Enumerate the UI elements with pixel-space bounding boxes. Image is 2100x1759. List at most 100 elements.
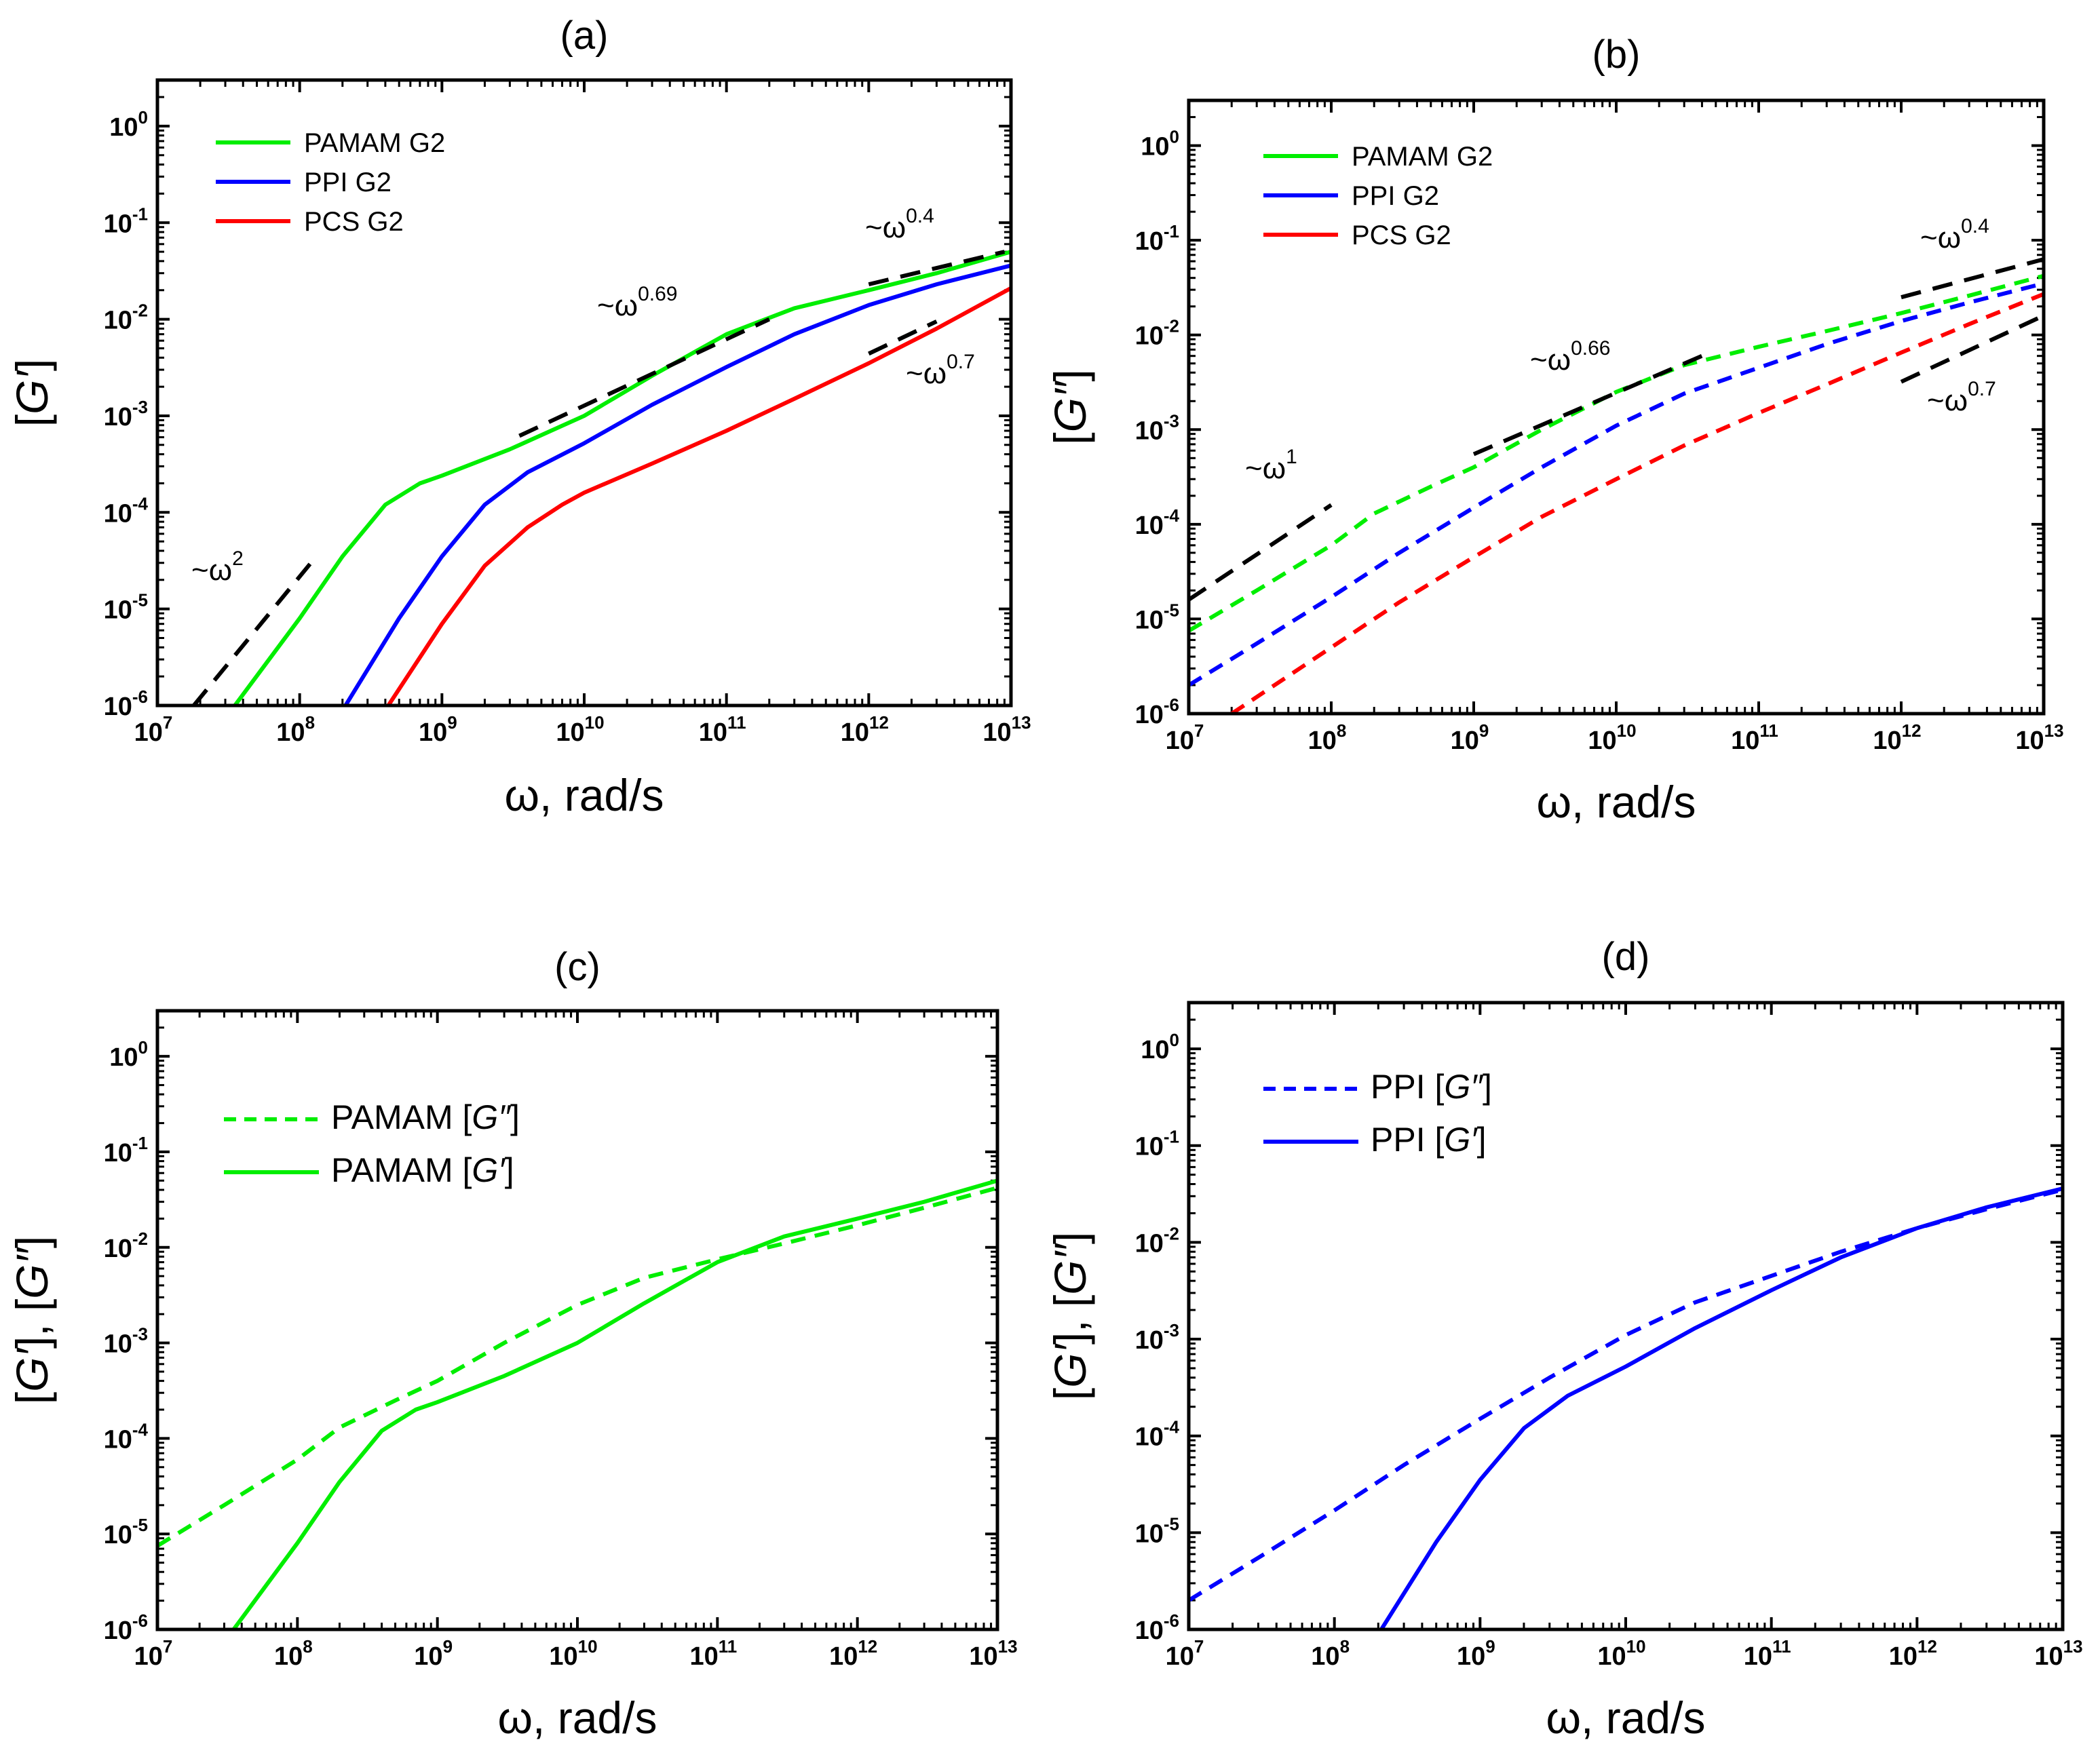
slope-guide-line bbox=[1472, 353, 1703, 457]
x-tick-label: 1010 bbox=[549, 1636, 597, 1671]
series-line-pcs-g2 bbox=[1230, 292, 2044, 714]
x-tick-label: 1013 bbox=[969, 1636, 1017, 1671]
series-group bbox=[1189, 1186, 2063, 1629]
x-tick-label: 107 bbox=[134, 712, 173, 747]
series-line-pamam-g- bbox=[231, 1178, 997, 1629]
y-tick-label: 10-4 bbox=[104, 1419, 149, 1454]
plot-frame bbox=[1187, 98, 2046, 716]
x-axis-label: ω, rad/s bbox=[498, 1693, 657, 1743]
y-tick-label: 10-6 bbox=[104, 687, 148, 721]
axis-ticks bbox=[1187, 1001, 2064, 1631]
y-tick-label: 10-2 bbox=[104, 1229, 148, 1263]
y-tick-label: 10-4 bbox=[104, 493, 149, 528]
x-tick-label: 107 bbox=[1166, 720, 1204, 755]
y-tick-label: 10-3 bbox=[104, 397, 148, 431]
x-tick-label: 1010 bbox=[1597, 1636, 1645, 1671]
x-tick-label: 108 bbox=[274, 1636, 313, 1671]
legend-label: PAMAM [G″] bbox=[331, 1098, 520, 1136]
x-tick-label: 1013 bbox=[2015, 720, 2063, 755]
x-tick-label: 1012 bbox=[1873, 720, 1921, 755]
series-line-ppi-g- bbox=[1379, 1186, 2063, 1629]
x-tick-label: 108 bbox=[1308, 720, 1347, 755]
slope-guide-label: ~ω1 bbox=[1245, 446, 1297, 485]
x-tick-label: 1011 bbox=[1731, 720, 1778, 755]
legend-label: PPI G2 bbox=[1352, 181, 1439, 211]
slope-guide-label: ~ω0.4 bbox=[1920, 215, 1989, 254]
slope-guide-line bbox=[1189, 503, 1333, 602]
x-tick-label: 109 bbox=[1451, 720, 1489, 755]
y-axis-label: [G′] bbox=[7, 359, 57, 427]
x-tick-label: 1010 bbox=[556, 712, 604, 747]
panel-a: 107 108 109 1010 1011 1012 1013 10-6 10-5 10-4 10-… bbox=[7, 14, 1031, 820]
y-tick-label: 10-5 bbox=[1135, 1513, 1179, 1548]
y-tick-label: 100 bbox=[109, 1037, 148, 1072]
y-tick-label: 10-1 bbox=[104, 1133, 148, 1167]
plot-frame bbox=[155, 1009, 999, 1631]
x-tick-label: 109 bbox=[1457, 1636, 1495, 1671]
panel-d: 107 108 109 1010 1011 1012 1013 10-6 10-5 10-4 10-… bbox=[1045, 935, 2083, 1743]
plot-frame bbox=[155, 78, 1013, 708]
y-axis-label: [G″] bbox=[1045, 369, 1095, 444]
panel-b: 107 108 109 1010 1011 1012 1013 10-6 10-5 10-4 10-… bbox=[1045, 33, 2064, 827]
slope-guide-line bbox=[1901, 257, 2044, 300]
slope-guide-label: ~ω0.7 bbox=[1927, 378, 1996, 417]
legend-label: PAMAM G2 bbox=[304, 128, 445, 158]
x-tick-label: 108 bbox=[1311, 1636, 1350, 1671]
y-tick-label: 10-4 bbox=[1135, 1417, 1180, 1452]
series-line-ppi-g2 bbox=[1189, 281, 2044, 687]
x-tick-label: 109 bbox=[414, 1636, 453, 1671]
x-axis-label: ω, rad/s bbox=[1546, 1693, 1706, 1743]
x-tick-label: 1012 bbox=[841, 712, 889, 747]
slope-guide-label: ~ω0.4 bbox=[865, 205, 934, 244]
x-tick-label: 1013 bbox=[2034, 1636, 2082, 1671]
axis-ticks bbox=[156, 79, 1012, 707]
series-group bbox=[157, 1178, 997, 1629]
legend-label: PPI [G″] bbox=[1371, 1068, 1492, 1106]
x-tick-label: 109 bbox=[419, 712, 457, 747]
x-axis-label: ω, rad/s bbox=[505, 770, 664, 820]
x-tick-label: 108 bbox=[276, 712, 315, 747]
y-axis-label: [G′], [G″] bbox=[7, 1236, 57, 1404]
slope-guide-line bbox=[1900, 313, 2044, 384]
x-axis-label: ω, rad/s bbox=[1537, 777, 1696, 827]
panel-title: (c) bbox=[554, 945, 600, 989]
series-line-pcs-g2 bbox=[386, 286, 1011, 705]
slope-guide-line bbox=[868, 320, 938, 356]
y-tick-label: 10-6 bbox=[1135, 695, 1179, 729]
y-tick-label: 10-1 bbox=[1135, 1127, 1179, 1161]
x-tick-label: 107 bbox=[1166, 1636, 1204, 1671]
series-line-pamam-g2 bbox=[1189, 273, 2044, 633]
x-tick-label: 107 bbox=[134, 1636, 173, 1671]
legend-label: PAMAM G2 bbox=[1352, 142, 1493, 172]
y-tick-label: 10-5 bbox=[1135, 600, 1179, 634]
panel-title: (d) bbox=[1602, 935, 1650, 979]
y-tick-label: 10-3 bbox=[1135, 410, 1179, 445]
y-tick-label: 10-1 bbox=[1135, 221, 1179, 256]
y-tick-label: 10-5 bbox=[104, 1515, 148, 1549]
y-tick-label: 100 bbox=[1141, 127, 1179, 161]
series-line-pamam-g2 bbox=[233, 250, 1011, 705]
slope-guide-line bbox=[518, 317, 771, 438]
x-tick-label: 1011 bbox=[1744, 1636, 1791, 1671]
plot-frame bbox=[1187, 1001, 2065, 1631]
y-tick-label: 100 bbox=[1141, 1030, 1179, 1064]
slope-guide-label: ~ω0.69 bbox=[597, 283, 677, 322]
legend-label: PCS G2 bbox=[1352, 220, 1451, 250]
y-tick-label: 100 bbox=[109, 107, 148, 142]
series-line-pamam-g- bbox=[157, 1186, 997, 1548]
panel-c: 107 108 109 1010 1011 1012 1013 10-6 10-5 10-4 10-… bbox=[7, 945, 1018, 1743]
x-tick-label: 1011 bbox=[689, 1636, 737, 1671]
y-tick-label: 10-6 bbox=[1135, 1610, 1179, 1645]
panel-title: (b) bbox=[1592, 33, 1641, 77]
series-group bbox=[1189, 273, 2044, 714]
y-tick-label: 10-2 bbox=[104, 301, 148, 335]
y-tick-label: 10-1 bbox=[104, 204, 148, 238]
y-tick-label: 10-6 bbox=[104, 1610, 148, 1645]
x-tick-label: 1011 bbox=[699, 712, 746, 747]
slope-guide-label: ~ω2 bbox=[191, 547, 244, 587]
x-tick-label: 1012 bbox=[1889, 1636, 1937, 1671]
legend-label: PCS G2 bbox=[304, 207, 404, 237]
axis-ticks bbox=[156, 1009, 999, 1631]
y-tick-label: 10-5 bbox=[104, 590, 148, 625]
legend-label: PAMAM [G′] bbox=[331, 1151, 514, 1189]
